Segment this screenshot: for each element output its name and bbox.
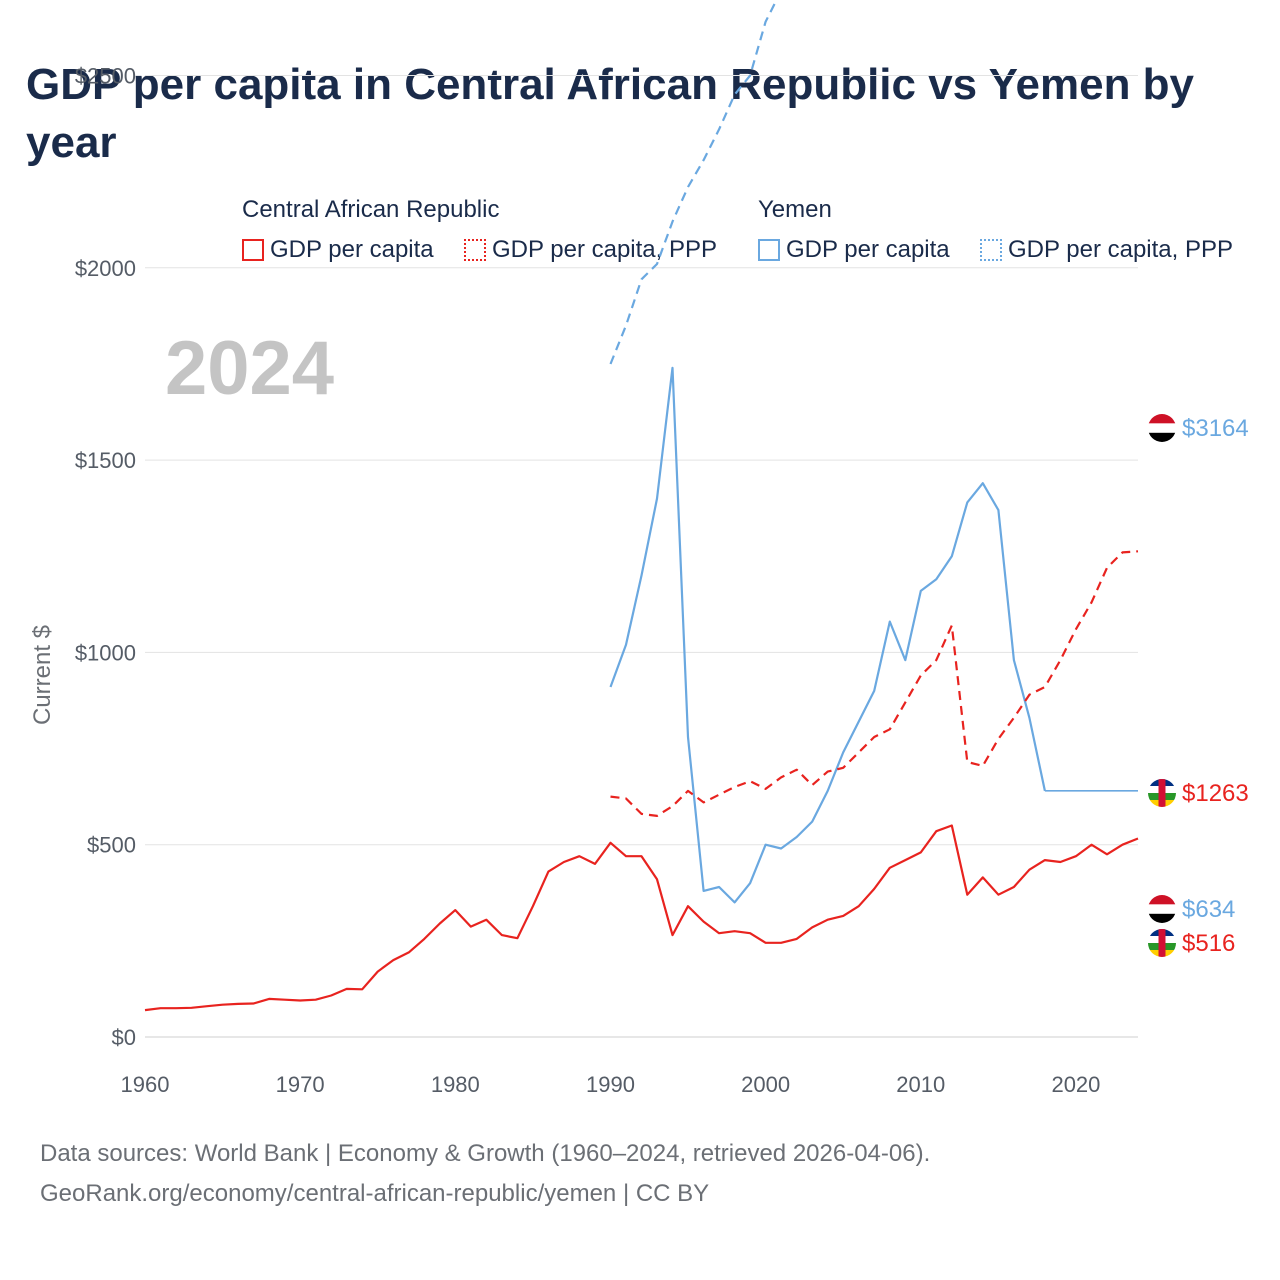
- legend-label-yemen-ppp: GDP per capita, PPP: [1008, 236, 1233, 263]
- yemen-flag-icon: [1148, 414, 1176, 442]
- x-tick-label: 1960: [121, 1072, 170, 1097]
- y-tick-label: $1500: [75, 448, 136, 473]
- legend-group-title-yemen: Yemen: [758, 196, 832, 223]
- series-end-label: $634: [1182, 896, 1235, 923]
- year-watermark: 2024: [165, 326, 334, 411]
- legend-label-car-ppp: GDP per capita, PPP: [492, 236, 717, 263]
- y-tick-label: $2000: [75, 256, 136, 281]
- central-african-republic-flag-icon: [1148, 779, 1176, 807]
- footer-link[interactable]: GeoRank.org/economy/central-african-repu…: [40, 1180, 710, 1207]
- legend-group-title-car: Central African Republic: [242, 196, 500, 223]
- x-tick-label: 2020: [1051, 1072, 1100, 1097]
- y-tick-label: $500: [87, 833, 136, 858]
- series-line: [609, 366, 1046, 904]
- legend-item-yemen-gdp[interactable]: GDP per capita: [758, 236, 950, 264]
- series-line: [144, 824, 1139, 1012]
- legend-item-yemen-ppp[interactable]: GDP per capita, PPP: [980, 236, 1233, 264]
- series-end-label: $3164: [1182, 415, 1249, 442]
- legend-label-car-gdp: GDP per capita: [270, 236, 434, 263]
- x-tick-label: 1980: [431, 1072, 480, 1097]
- x-tick-label: 2010: [896, 1072, 945, 1097]
- y-tick-label: $0: [112, 1025, 136, 1050]
- legend-label-yemen-gdp: GDP per capita: [786, 236, 950, 263]
- legend-swatch-yemen-gdp: [758, 239, 780, 261]
- legend-swatch-yemen-ppp: [980, 239, 1002, 261]
- series-line: [609, 0, 778, 365]
- x-tick-label: 2000: [741, 1072, 790, 1097]
- y-tick-label: $2500: [75, 64, 136, 89]
- central-african-republic-flag-icon: [1148, 929, 1176, 957]
- y-axis-title: Current $: [29, 625, 56, 725]
- footer-sources: Data sources: World Bank | Economy & Gro…: [40, 1140, 931, 1167]
- line-chart: $0$500$1000$1500$2000$2500$3000$3500 196…: [29, 0, 1249, 1097]
- yemen-flag-icon: [1148, 895, 1176, 923]
- x-tick-label: 1990: [586, 1072, 635, 1097]
- legend-item-car-gdp[interactable]: GDP per capita: [242, 236, 434, 264]
- legend-swatch-car-gdp: [242, 239, 264, 261]
- x-tick-label: 1970: [276, 1072, 325, 1097]
- series-end-label: $1263: [1182, 780, 1249, 807]
- legend-swatch-car-ppp: [464, 239, 486, 261]
- chart-title: GDP per capita in Central African Republ…: [26, 60, 1195, 167]
- series-end-label: $516: [1182, 930, 1235, 957]
- y-tick-label: $1000: [75, 640, 136, 665]
- legend-item-car-ppp[interactable]: GDP per capita, PPP: [464, 236, 717, 264]
- series-line: [610, 550, 1139, 818]
